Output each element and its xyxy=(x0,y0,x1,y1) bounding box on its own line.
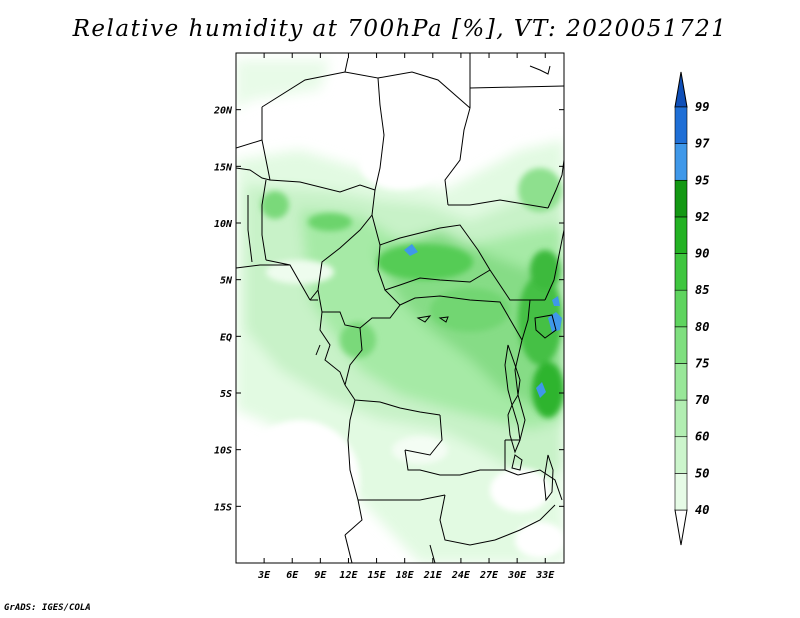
colorbar-box xyxy=(674,289,688,328)
rh-patch xyxy=(430,288,510,332)
rh-dry-pocket xyxy=(266,260,334,284)
map-frame xyxy=(235,52,565,564)
colorbar-bottom-arrow xyxy=(674,509,688,546)
colorbar-box xyxy=(674,253,688,291)
rh-patch xyxy=(518,168,562,212)
colorbar-box xyxy=(674,106,688,144)
colorbar-label: 70 xyxy=(695,393,709,407)
rh-patch xyxy=(518,275,562,365)
colorbar-label: 90 xyxy=(695,247,709,261)
rh-dry-pocket xyxy=(515,522,564,558)
colorbar-label: 92 xyxy=(695,210,709,224)
map-title: Relative humidity at 700hPa [%], VT: 202… xyxy=(72,16,728,42)
lat-tick-label: 10S xyxy=(214,446,232,457)
colorbar-label: 60 xyxy=(695,430,709,444)
colorbar-box xyxy=(674,143,688,181)
credit-label: GrADS: IGES/COLA xyxy=(4,603,91,613)
lon-tick-label: 15E xyxy=(368,570,387,581)
rh-patch xyxy=(532,362,564,418)
colorbar-label: 50 xyxy=(695,466,709,480)
lon-tick-label: 18E xyxy=(396,570,415,581)
humid-spot xyxy=(552,296,560,306)
lon-tick-label: 24E xyxy=(451,570,471,581)
rh-dry-pocket xyxy=(392,436,448,464)
rh-band-50-north xyxy=(236,60,330,110)
lake-victoria xyxy=(548,312,562,332)
lake-tanganyika xyxy=(404,244,418,256)
lon-tick-label: 3E xyxy=(257,570,271,581)
humidity-field xyxy=(236,53,564,563)
latitude-labels: 20N 15N 10N 5N EQ 5S 10S 15S xyxy=(213,106,233,514)
lake-kivu xyxy=(536,382,546,398)
lat-tick-label: 15S xyxy=(214,502,232,513)
lon-tick-label: 21E xyxy=(423,570,443,581)
lon-tick-label: 33E xyxy=(535,570,555,581)
colorbar-box xyxy=(674,216,688,254)
lon-tick-label: 9E xyxy=(314,570,327,581)
lon-tick-label: 6E xyxy=(286,570,299,581)
rh-dry-pocket xyxy=(240,420,360,540)
rh-dry-pocket xyxy=(360,140,440,190)
colorbar-top-arrow xyxy=(674,71,688,108)
country-borders xyxy=(236,53,564,563)
rh-patch xyxy=(308,213,352,231)
colorbar-box xyxy=(674,179,688,218)
rh-patch xyxy=(377,244,473,280)
lat-tick-label: 10N xyxy=(214,219,233,230)
colorbar-box xyxy=(674,399,688,438)
lon-tick-label: 30E xyxy=(507,570,527,581)
lon-tick-label: 12E xyxy=(339,570,358,581)
lat-tick-label: 5N xyxy=(220,276,233,287)
longitude-labels: 3E 6E 9E 12E 15E 18E 21E 24E 27E 30E 33E xyxy=(257,570,555,581)
colorbar-box xyxy=(674,473,688,511)
lat-tick-label: 15N xyxy=(214,162,233,173)
colorbar-label: 75 xyxy=(695,356,709,370)
colorbar-box xyxy=(674,436,688,474)
rh-patch xyxy=(340,322,376,358)
rh-patch xyxy=(530,250,560,290)
lat-tick-label: 5S xyxy=(220,389,232,400)
colorbar: 40 50 60 70 75 80 85 90 92 95 97 99 xyxy=(674,71,710,546)
lat-tick-label: 20N xyxy=(213,106,233,117)
colorbar-label: 95 xyxy=(695,173,709,187)
colorbar-label: 80 xyxy=(695,320,709,334)
colorbar-box xyxy=(674,363,688,401)
lat-tick-label: EQ xyxy=(220,332,232,343)
rh-patch xyxy=(261,191,289,219)
colorbar-label: 40 xyxy=(695,503,709,517)
colorbar-label: 97 xyxy=(695,137,710,151)
colorbar-label: 85 xyxy=(695,283,709,297)
colorbar-box xyxy=(674,326,688,364)
rh-dry-pocket xyxy=(490,468,550,512)
lon-tick-label: 27E xyxy=(479,570,499,581)
colorbar-label: 99 xyxy=(695,100,709,114)
axis-ticks xyxy=(236,53,564,563)
